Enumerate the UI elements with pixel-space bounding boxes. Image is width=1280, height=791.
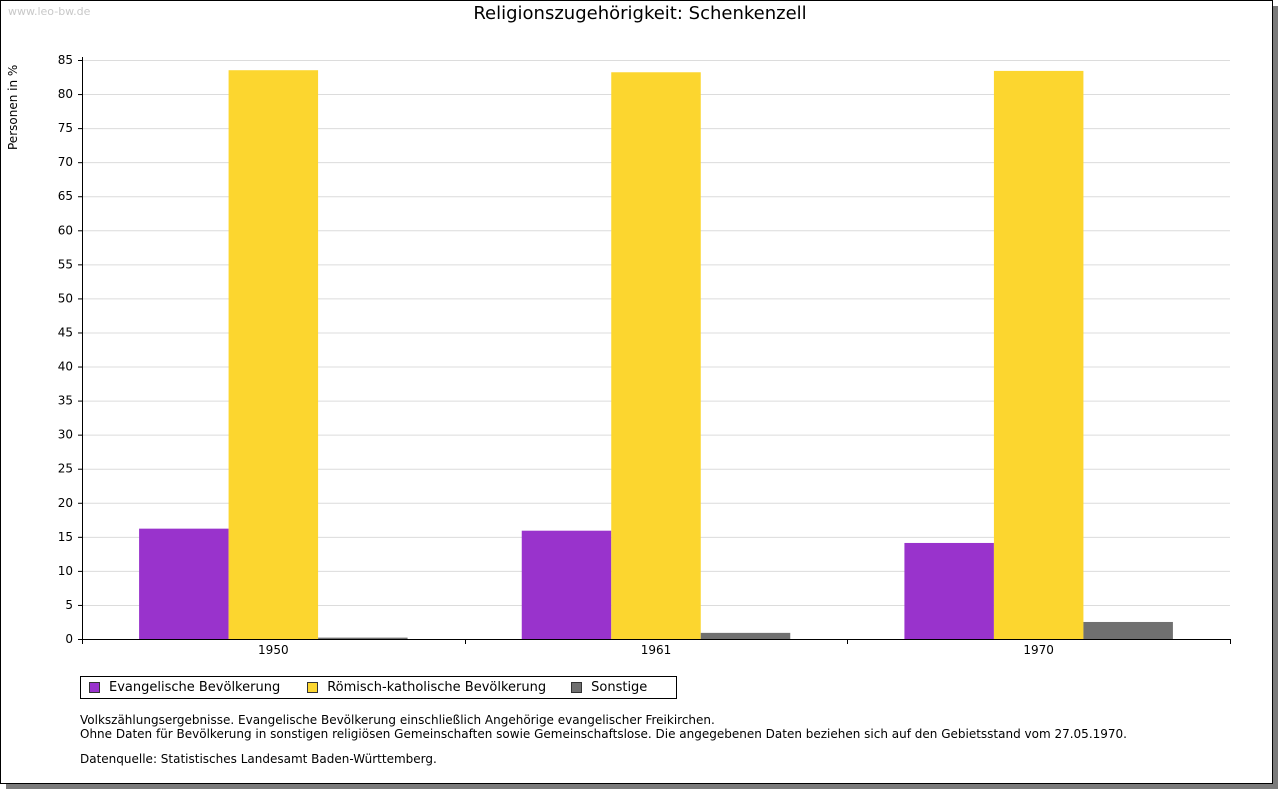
bar	[1083, 621, 1173, 639]
legend-item-sonstige: Sonstige	[571, 680, 647, 695]
x-tick-label: 1970	[1023, 643, 1054, 657]
bar	[228, 70, 319, 639]
note-line-1: Volkszählungsergebnisse. Evangelische Be…	[80, 713, 715, 727]
y-tick-label: 35	[58, 394, 73, 408]
bar	[700, 632, 791, 639]
y-tick-label: 60	[58, 223, 73, 237]
y-tick-label: 65	[58, 189, 73, 203]
legend-swatch-katholisch	[307, 682, 319, 693]
note-line-2: Ohne Daten für Bevölkerung in sonstigen …	[80, 727, 1127, 741]
bar	[318, 637, 408, 639]
bar	[611, 72, 701, 640]
legend-item-evangelisch: Evangelische Bevölkerung	[89, 680, 280, 695]
y-tick-label: 85	[58, 53, 73, 67]
y-tick-label: 10	[58, 564, 73, 578]
frame-shadow-right	[1273, 6, 1278, 789]
bar	[904, 542, 994, 639]
y-tick-label: 25	[58, 462, 73, 476]
data-source: Datenquelle: Statistisches Landesamt Bad…	[80, 752, 437, 766]
legend-label-katholisch: Römisch-katholische Bevölkerung	[327, 680, 547, 695]
legend-swatch-sonstige	[571, 682, 583, 693]
frame-shadow-bottom	[6, 784, 1278, 789]
y-tick-label: 45	[58, 325, 73, 339]
watermark: www.leo-bw.de	[8, 5, 91, 18]
legend-swatch-evangelisch	[89, 682, 100, 693]
bar	[521, 530, 612, 639]
legend-label-evangelisch: Evangelische Bevölkerung	[109, 680, 281, 695]
bar	[993, 70, 1084, 640]
chart-title: Religionszugehörigkeit: Schenkenzell	[473, 3, 807, 24]
legend-item-katholisch: Römisch-katholische Bevölkerung	[307, 680, 546, 695]
y-tick-label: 30	[58, 428, 73, 442]
bar	[139, 528, 229, 639]
y-tick-label: 5	[65, 598, 73, 612]
x-tick-label: 1961	[641, 643, 672, 657]
y-tick-label: 0	[65, 632, 73, 646]
y-tick-label: 80	[58, 87, 73, 101]
y-tick-label: 75	[58, 121, 73, 135]
chart-notes: Volkszählungsergebnisse. Evangelische Be…	[80, 713, 1127, 741]
legend: Evangelische Bevölkerung Römisch-katholi…	[80, 676, 677, 699]
y-tick-label: 15	[58, 530, 73, 544]
y-tick-label: 40	[58, 360, 73, 374]
y-tick-label: 70	[58, 155, 73, 169]
y-tick-label: 50	[58, 291, 73, 305]
x-tick-label: 1950	[258, 643, 289, 657]
y-tick-label: 55	[58, 257, 73, 271]
legend-label-sonstige: Sonstige	[591, 680, 648, 695]
y-tick-label: 20	[58, 496, 73, 510]
